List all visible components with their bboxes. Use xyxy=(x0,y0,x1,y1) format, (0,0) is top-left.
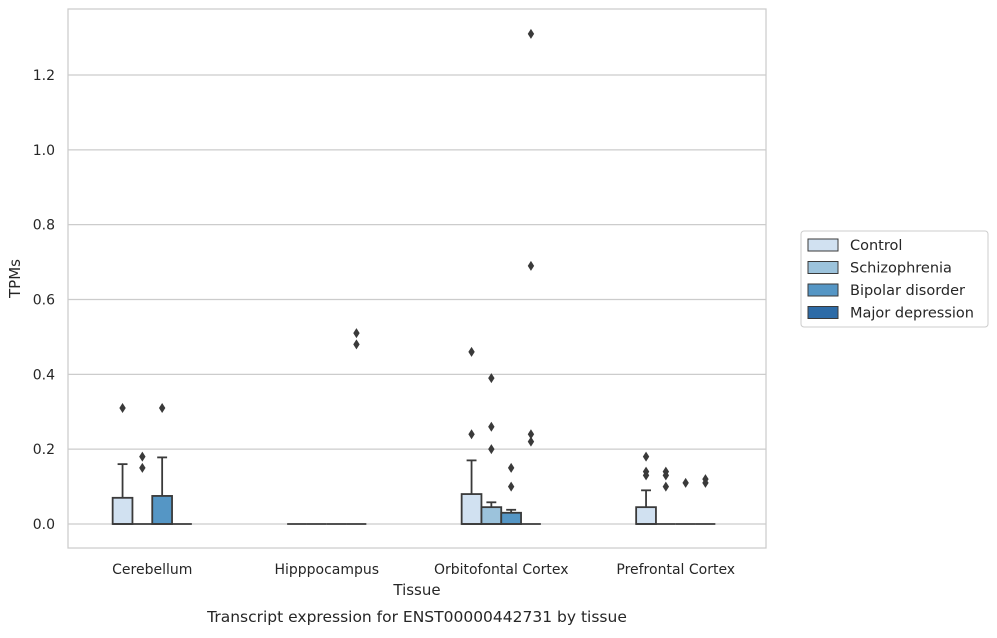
box-2-2 xyxy=(500,508,522,525)
y-tick-label: 1.0 xyxy=(33,143,55,159)
legend-label: Major depression xyxy=(850,306,974,322)
outlier-point xyxy=(468,346,475,357)
x-tick-label: Prefrontal Cortex xyxy=(616,562,735,578)
y-tick-label: 1.2 xyxy=(33,68,55,84)
y-tick-label: 0.4 xyxy=(33,367,55,383)
legend: Control Schizophrenia Bipolar disorder Majo… xyxy=(800,230,989,328)
outlier-point xyxy=(139,462,146,473)
box-body xyxy=(480,506,503,525)
outlier-point xyxy=(642,451,650,462)
outlier-point xyxy=(682,477,689,488)
y-tick-label: 0.6 xyxy=(33,293,55,309)
x-tick-label: Hipppocampus xyxy=(274,562,379,578)
box-body xyxy=(111,496,134,525)
legend-swatch xyxy=(807,238,839,252)
legend-label: Control xyxy=(850,238,902,254)
outlier-point xyxy=(488,444,495,455)
outlier-point xyxy=(353,339,360,350)
outlier-point xyxy=(468,429,475,440)
box-0-0 xyxy=(111,463,134,525)
box-body xyxy=(500,511,522,525)
box-body xyxy=(151,495,173,525)
legend-swatch xyxy=(807,306,839,319)
outlier-point xyxy=(488,421,495,432)
outlier-point xyxy=(527,436,535,447)
outliers xyxy=(119,28,709,492)
chart-caption: Transcript expression for ENST0000044273… xyxy=(206,608,627,626)
legend-frame xyxy=(800,230,989,328)
legend-label: Bipolar disorder xyxy=(850,283,965,299)
outlier-point xyxy=(119,403,126,414)
boxes xyxy=(111,456,716,525)
outlier-point xyxy=(662,481,670,492)
y-tick-label: 0.8 xyxy=(33,218,55,234)
outlier-point xyxy=(139,451,146,462)
legend-label: Schizophrenia xyxy=(850,261,952,277)
box-0-2 xyxy=(460,459,483,525)
outlier-point xyxy=(353,328,360,339)
outlier-point xyxy=(527,28,535,39)
y-tick-label: 0.2 xyxy=(33,442,55,458)
x-tick-label: Cerebellum xyxy=(112,562,192,578)
outlier-point xyxy=(662,466,670,477)
outlier-point xyxy=(488,373,495,384)
outlier-point xyxy=(702,474,709,485)
outlier-point xyxy=(158,403,166,414)
legend-swatch xyxy=(807,283,839,297)
box-0-3 xyxy=(635,489,657,525)
y-tick-label: 0.0 xyxy=(33,517,55,533)
box-1-2 xyxy=(480,501,503,525)
grid-lines xyxy=(68,74,766,525)
outlier-point xyxy=(507,462,515,473)
x-axis-label: Tissue xyxy=(392,581,440,599)
legend-swatch xyxy=(807,261,839,274)
plot-area-frame xyxy=(67,8,767,549)
outlier-point xyxy=(507,481,515,492)
x-tick-label: Orbitofontal Cortex xyxy=(434,562,569,578)
box-body xyxy=(635,506,657,525)
box-2-0 xyxy=(151,456,173,525)
outlier-point xyxy=(642,466,650,477)
y-axis-tick-labels: 0.0 0.2 0.4 0.6 0.8 1.0 1.2 xyxy=(33,68,55,533)
outlier-point xyxy=(527,429,535,440)
y-axis-label: TPMs xyxy=(6,259,24,299)
outlier-point xyxy=(527,260,535,271)
x-axis-tick-labels: Cerebellum Hipppocampus Orbitofontal Corte… xyxy=(112,562,735,578)
box-body xyxy=(460,493,483,525)
